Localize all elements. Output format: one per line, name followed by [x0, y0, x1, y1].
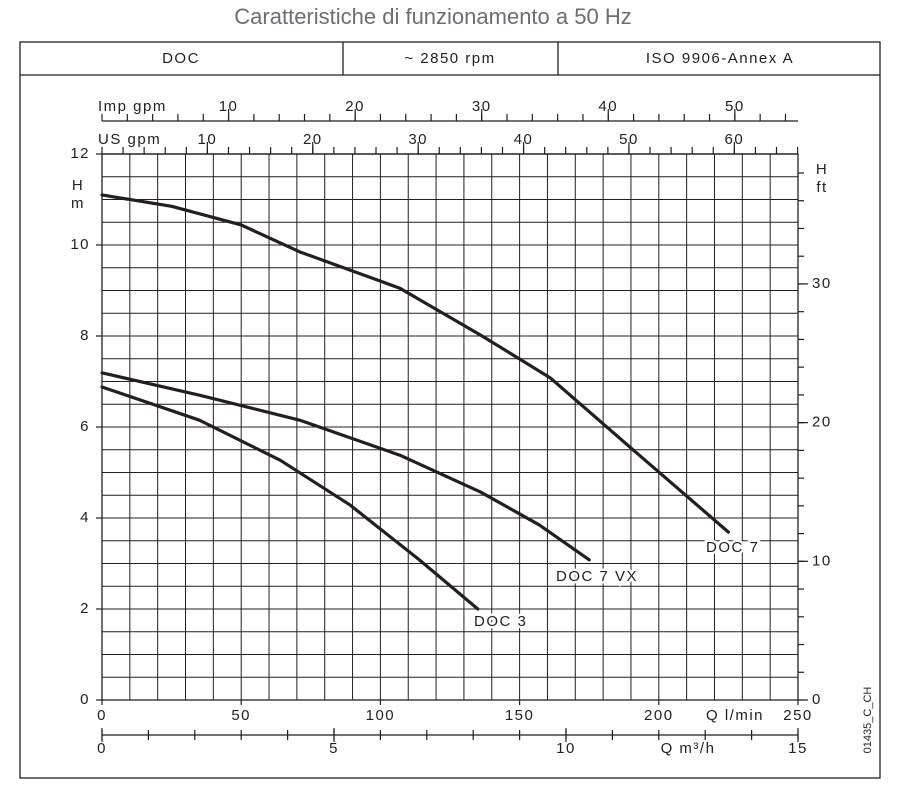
x-tick-label: 150 — [505, 707, 535, 724]
y2-tick-label: 10 — [812, 552, 832, 569]
x-tick-label: 10 — [198, 131, 218, 148]
x-axis-label: Imp gpm — [98, 98, 167, 115]
x-tick-label: 50 — [725, 98, 745, 115]
x-tick-label: 200 — [644, 707, 674, 724]
y-tick-label: 6 — [80, 418, 90, 435]
y-tick-label: 12 — [70, 145, 90, 162]
x-tick-label: 250 — [783, 707, 813, 724]
x-tick-label: 10 — [556, 740, 576, 757]
x-axis-label: US gpm — [98, 131, 161, 148]
pump-curve — [100, 371, 591, 562]
y2-tick-label: 0 — [812, 691, 822, 708]
x-tick-label: 5 — [329, 740, 339, 757]
curve-label: DOC 7 — [706, 539, 759, 556]
x-tick-label: 0 — [97, 740, 107, 757]
x-axis-label: Q l/min — [706, 707, 764, 724]
y-tick-label: 2 — [80, 600, 90, 617]
x-tick-label: 30 — [408, 131, 428, 148]
x-tick-label: 30 — [472, 98, 492, 115]
x-tick-label: 60 — [725, 131, 745, 148]
pump-curve — [100, 193, 730, 534]
y2-tick-label: 20 — [812, 414, 832, 431]
x-tick-label: 15 — [788, 740, 808, 757]
x-tick-label: 40 — [514, 131, 534, 148]
y-tick-label: 0 — [80, 691, 90, 708]
header-cell: ISO 9906-Annex A — [646, 50, 794, 67]
curve-label: DOC 7 VX — [556, 568, 638, 585]
x-axis-label: Q m³/h — [661, 740, 716, 757]
x-tick-label: 20 — [345, 98, 365, 115]
x-tick-label: 50 — [231, 707, 251, 724]
y-axis-unit: m — [71, 195, 85, 212]
y2-axis-unit: ft — [816, 179, 827, 196]
pump-curve — [100, 385, 480, 611]
curve-label: DOC 3 — [474, 613, 527, 630]
y-tick-label: 8 — [80, 327, 90, 344]
x-tick-label: 40 — [598, 98, 618, 115]
x-tick-label: 0 — [97, 707, 107, 724]
y-tick-label: 10 — [70, 236, 90, 253]
x-tick-label: 50 — [619, 131, 639, 148]
x-tick-label: 20 — [303, 131, 323, 148]
y-axis-label: H — [72, 177, 84, 194]
y2-tick-label: 30 — [812, 275, 832, 292]
y-tick-label: 4 — [80, 509, 90, 526]
header-cell: DOC — [162, 50, 200, 67]
header-cell: ~ 2850 rpm — [404, 50, 495, 67]
chart-title: Caratteristiche di funzionamento a 50 Hz — [234, 4, 631, 29]
x-tick-label: 10 — [219, 98, 239, 115]
y2-axis-label: H — [816, 161, 828, 178]
frame — [19, 41, 881, 779]
figure-code: 01435_C_CH — [862, 687, 874, 754]
x-tick-label: 100 — [366, 707, 396, 724]
